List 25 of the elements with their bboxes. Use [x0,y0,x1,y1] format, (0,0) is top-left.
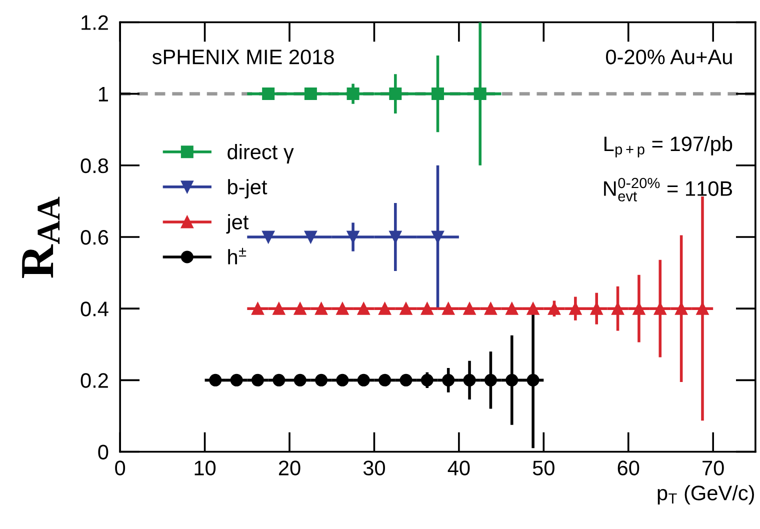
y-tick-label: 0 [98,444,108,460]
x-tick-label: 40 [448,460,470,476]
annotation: L$_{p+p}$ = 197/pb [604,136,732,158]
y-tick-label: 1 [98,87,108,102]
y-tick-label: 1.2 [82,15,108,30]
x-tick-label: 60 [618,460,640,476]
legend-label: jet [226,214,249,234]
x-tick-label: 50 [532,460,554,476]
y-tick-label: 0.8 [80,158,108,174]
annotation: sPHENIX MIE 2018 [152,50,334,64]
annotation: 0-20% Au+Au [606,50,732,64]
x-axis-title: p$_{T}$ (GeV/c) [658,485,754,504]
x-tick-label: 0 [115,460,126,476]
legend-label: direct γ [228,144,294,164]
x-tick-label: 10 [194,460,216,476]
y-tick-label: 0.4 [80,302,108,316]
x-tick-label: 70 [702,460,724,476]
x-tick-label: 20 [278,460,300,476]
legend-label: h$^{±}$ [228,248,246,264]
y-tick-label: 0.2 [80,373,108,388]
legend-label: b-jet [228,179,268,199]
y-tick-label: 0.6 [80,230,108,245]
x-tick-label: 30 [363,460,385,476]
text: N$^{0-20%}$$_{evt}$ = 110B [604,178,732,202]
y-axis-title: R$_{AA}$ [22,196,60,278]
